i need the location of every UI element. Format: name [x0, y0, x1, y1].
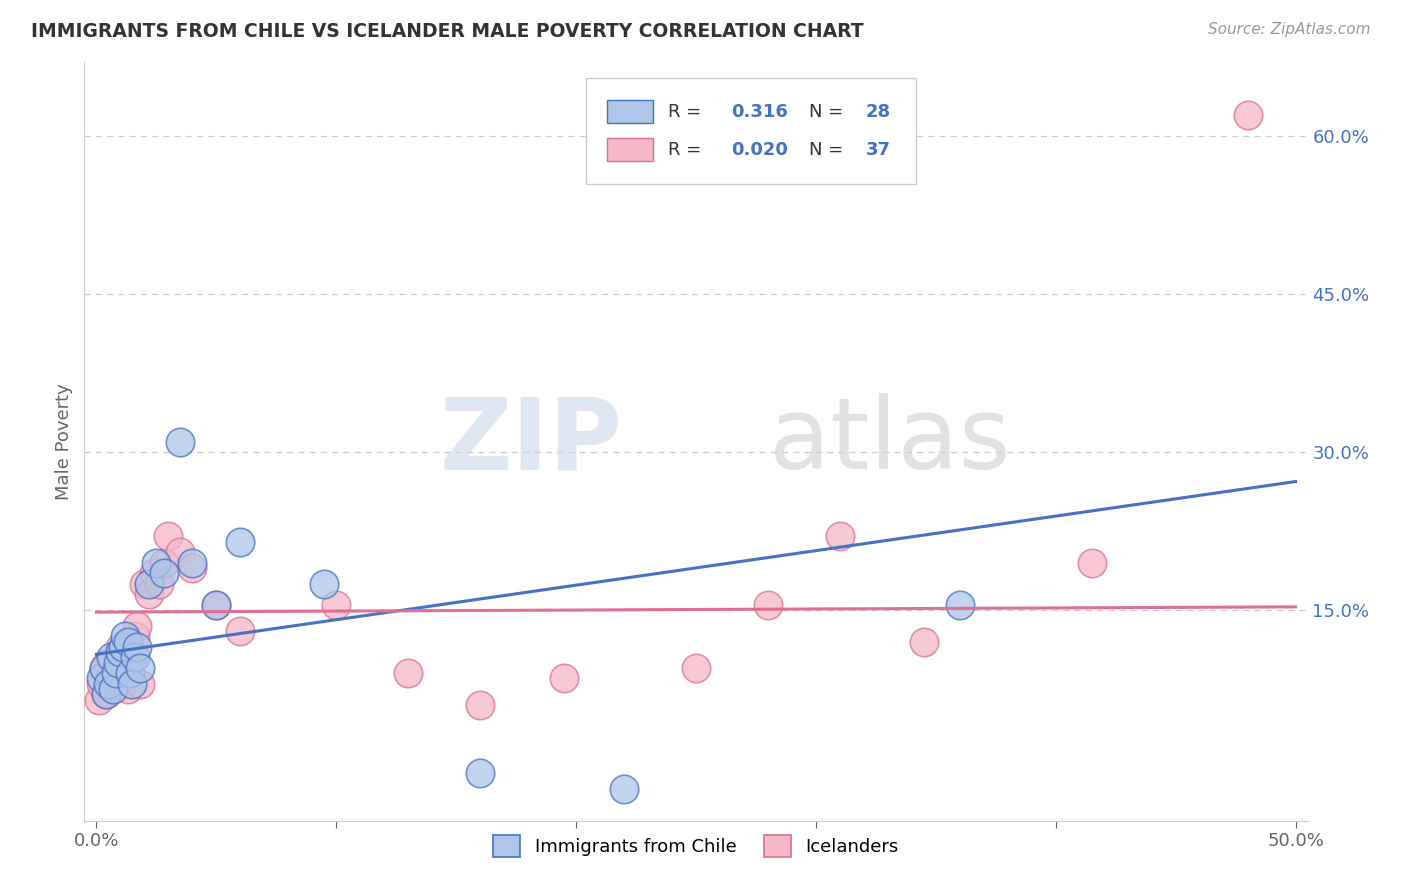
Text: 0.020: 0.020	[731, 141, 789, 159]
Point	[111, 640, 134, 654]
Text: 0.316: 0.316	[731, 103, 789, 120]
Point	[685, 661, 707, 675]
Point	[229, 624, 252, 639]
Point	[107, 650, 129, 665]
Point	[117, 681, 139, 696]
Point	[124, 650, 146, 665]
Point	[111, 661, 134, 675]
Point	[128, 677, 150, 691]
Point	[100, 650, 122, 665]
Point	[325, 598, 347, 612]
Text: R =: R =	[668, 103, 707, 120]
Point	[142, 566, 165, 581]
Text: atlas: atlas	[769, 393, 1011, 490]
Text: N =: N =	[808, 103, 848, 120]
Point	[468, 698, 491, 712]
Point	[128, 661, 150, 675]
Point	[127, 640, 149, 654]
FancyBboxPatch shape	[586, 78, 917, 184]
Point	[134, 576, 156, 591]
Point	[157, 529, 180, 543]
FancyBboxPatch shape	[606, 138, 654, 161]
Text: 37: 37	[866, 141, 891, 159]
Point	[124, 629, 146, 643]
Y-axis label: Male Poverty: Male Poverty	[55, 384, 73, 500]
Point	[97, 656, 120, 670]
Point	[1236, 108, 1258, 122]
Point	[117, 634, 139, 648]
Point	[169, 545, 191, 559]
Point	[229, 534, 252, 549]
Point	[152, 556, 174, 570]
Point	[114, 645, 136, 659]
Point	[756, 598, 779, 612]
Text: N =: N =	[808, 141, 848, 159]
Text: ZIP: ZIP	[440, 393, 623, 490]
Point	[93, 661, 115, 675]
Point	[314, 576, 336, 591]
Point	[553, 672, 575, 686]
FancyBboxPatch shape	[606, 101, 654, 123]
Text: IMMIGRANTS FROM CHILE VS ICELANDER MALE POVERTY CORRELATION CHART: IMMIGRANTS FROM CHILE VS ICELANDER MALE …	[31, 22, 863, 41]
Point	[828, 529, 851, 543]
Point	[949, 598, 972, 612]
Point	[107, 656, 129, 670]
Point	[114, 629, 136, 643]
Point	[121, 650, 143, 665]
Point	[94, 687, 117, 701]
Point	[118, 666, 141, 681]
Point	[104, 666, 127, 681]
Point	[148, 576, 170, 591]
Point	[110, 640, 132, 654]
Point	[87, 692, 110, 706]
Point	[94, 687, 117, 701]
Point	[110, 645, 132, 659]
Point	[127, 619, 149, 633]
Point	[138, 576, 160, 591]
Point	[205, 598, 228, 612]
Point	[912, 634, 935, 648]
Point	[97, 677, 120, 691]
Point	[101, 681, 124, 696]
Point	[104, 666, 127, 681]
Point	[101, 681, 124, 696]
Point	[93, 661, 115, 675]
Point	[181, 561, 204, 575]
Text: R =: R =	[668, 141, 707, 159]
Point	[181, 556, 204, 570]
Point	[145, 556, 167, 570]
Point	[1080, 556, 1102, 570]
Point	[90, 672, 112, 686]
Point	[100, 672, 122, 686]
Point	[396, 666, 419, 681]
Point	[613, 782, 636, 797]
Point	[169, 434, 191, 449]
Point	[205, 598, 228, 612]
Point	[468, 766, 491, 780]
Text: 28: 28	[866, 103, 891, 120]
Text: Source: ZipAtlas.com: Source: ZipAtlas.com	[1208, 22, 1371, 37]
Point	[121, 677, 143, 691]
Point	[138, 587, 160, 601]
Legend: Immigrants from Chile, Icelanders: Immigrants from Chile, Icelanders	[486, 828, 905, 864]
Point	[90, 677, 112, 691]
Point	[152, 566, 174, 581]
